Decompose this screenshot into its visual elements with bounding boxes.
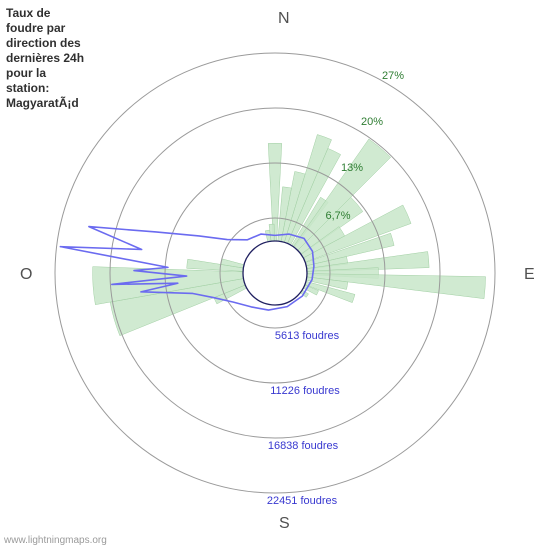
- pct-label: 20%: [361, 116, 383, 128]
- compass-s: S: [279, 515, 290, 533]
- polar-plot-svg: [0, 0, 550, 550]
- pct-label: 27%: [382, 70, 404, 82]
- center-circle: [243, 241, 307, 305]
- count-label: 16838 foudres: [268, 440, 338, 452]
- pct-label: 6,7%: [325, 210, 350, 222]
- pct-label: 13%: [341, 162, 363, 174]
- compass-e: E: [524, 266, 535, 284]
- compass-o: O: [20, 266, 32, 284]
- count-label: 22451 foudres: [267, 495, 337, 507]
- credit-text: www.lightningmaps.org: [4, 535, 107, 546]
- count-label: 5613 foudres: [275, 330, 339, 342]
- chart-root: Taux defoudre pardirection desdernières …: [0, 0, 550, 550]
- count-label: 11226 foudres: [270, 385, 340, 397]
- compass-n: N: [278, 10, 290, 28]
